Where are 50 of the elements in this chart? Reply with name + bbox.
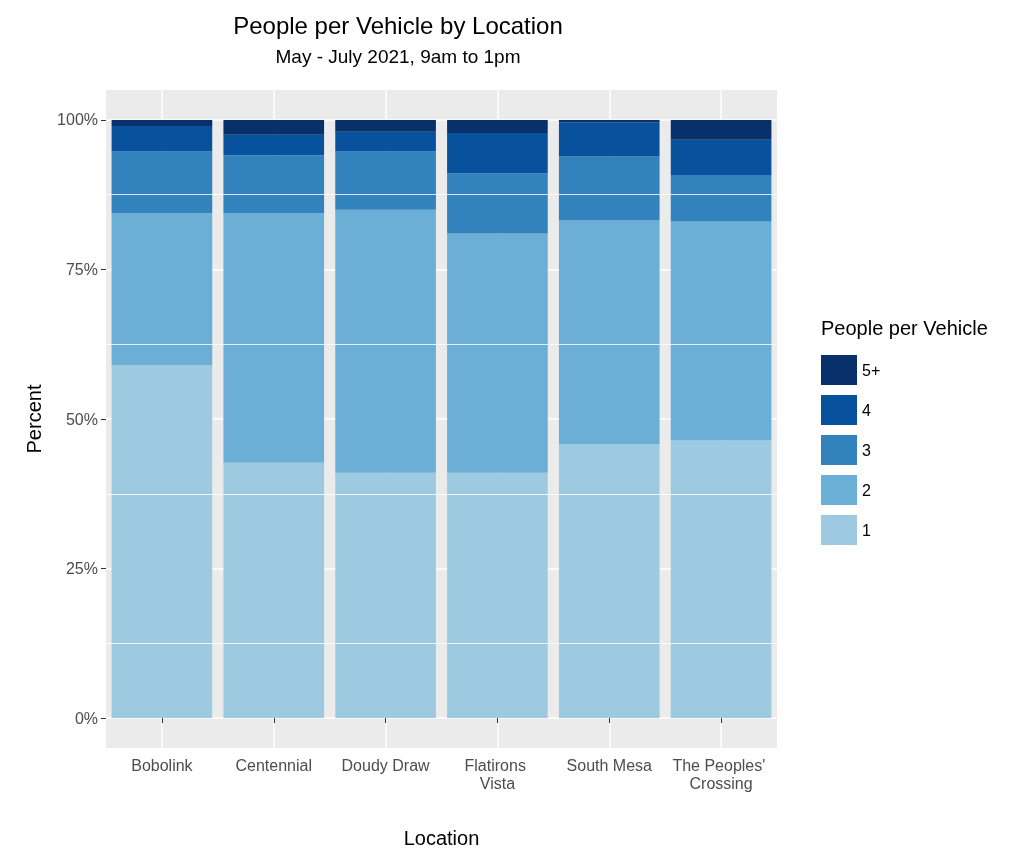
legend-title: People per Vehicle bbox=[821, 317, 988, 339]
bar bbox=[447, 173, 548, 234]
y-tick-label: 25% bbox=[65, 560, 98, 578]
y-tick-label: 75% bbox=[65, 260, 98, 278]
bar bbox=[335, 151, 436, 210]
bar bbox=[223, 134, 325, 156]
y-axis-title: Percent bbox=[23, 384, 45, 454]
bar bbox=[223, 213, 325, 463]
x-tick-label: Doudy Draw bbox=[341, 756, 431, 774]
x-tick-label: Bobolink bbox=[131, 756, 194, 774]
bar bbox=[223, 155, 325, 214]
bar bbox=[558, 444, 660, 719]
x-axis-title: Location bbox=[403, 827, 480, 849]
bar bbox=[670, 119, 772, 140]
bar bbox=[447, 119, 548, 134]
bar bbox=[111, 151, 213, 214]
y-tick-label: 100% bbox=[57, 111, 98, 129]
legend-label: 2 bbox=[862, 481, 871, 499]
bar bbox=[223, 119, 325, 135]
bar bbox=[447, 133, 548, 174]
legend-label: 1 bbox=[862, 521, 871, 539]
chart-title: People per Vehicle by Location bbox=[233, 11, 563, 39]
bar bbox=[670, 174, 772, 222]
bar bbox=[335, 119, 436, 132]
chart-subtitle: May - July 2021, 9am to 1pm bbox=[275, 46, 521, 67]
bar bbox=[670, 221, 772, 441]
bar bbox=[111, 213, 213, 366]
x-tick-label: The Peoples' Crossing bbox=[672, 756, 770, 792]
bar bbox=[670, 139, 772, 175]
bar bbox=[111, 119, 213, 126]
x-tick-label: Centennial bbox=[235, 756, 312, 774]
bar bbox=[558, 122, 660, 157]
bar bbox=[558, 156, 660, 221]
bar bbox=[111, 125, 213, 152]
bar bbox=[223, 462, 325, 719]
bar bbox=[670, 440, 772, 719]
y-tick-label: 50% bbox=[65, 410, 98, 428]
legend-label: 5+ bbox=[862, 361, 881, 379]
bar bbox=[335, 131, 436, 152]
bar bbox=[558, 220, 660, 445]
x-tick-label: South Mesa bbox=[566, 756, 653, 774]
bar bbox=[447, 233, 548, 473]
bar bbox=[335, 472, 436, 719]
bar bbox=[447, 472, 548, 719]
legend-label: 3 bbox=[862, 441, 871, 459]
bar bbox=[335, 209, 436, 473]
legend-label: 4 bbox=[862, 401, 871, 419]
y-tick-label: 0% bbox=[74, 709, 98, 727]
x-tick-label: Flatirons Vista bbox=[464, 756, 531, 792]
bar bbox=[111, 365, 213, 719]
